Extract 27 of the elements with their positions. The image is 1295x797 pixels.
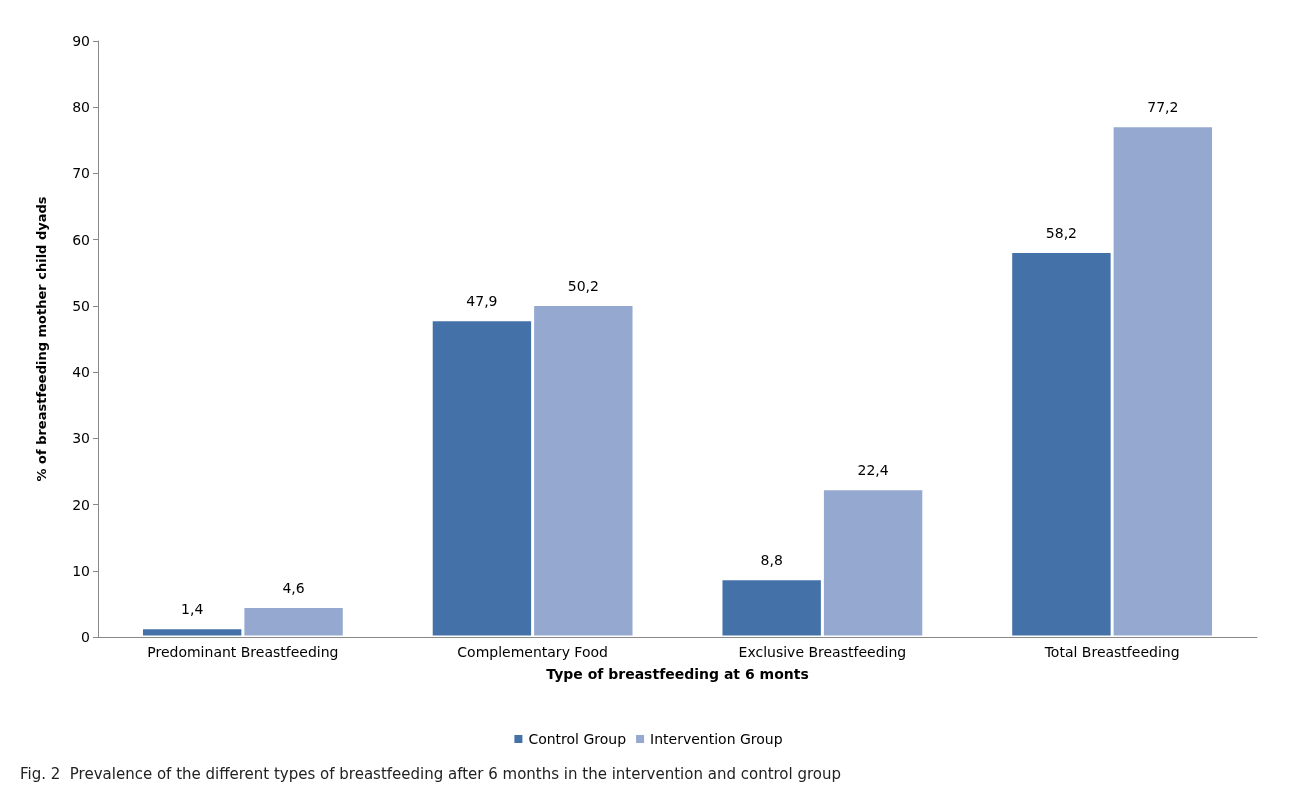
y-tick-label: 90 [72,33,90,49]
legend-label: Intervention Group [650,731,783,747]
data-label: 47,9 [466,292,498,309]
data-label: 8,8 [760,551,783,568]
y-tick-label: 60 [72,231,90,248]
y-tick-label: 10 [72,562,90,579]
y-tick-label: 80 [72,99,90,116]
y-tick-label: 0 [81,629,90,645]
data-label: 58,2 [1045,224,1077,241]
data-label: 1,4 [181,600,204,617]
y-tick-label: 70 [72,165,90,182]
x-tick-label: Complementary Food [457,644,608,660]
x-tick-label: Predominant Breastfeeding [147,644,339,660]
x-tick-label: Total Breastfeeding [1043,644,1180,660]
caption: Fig. 2 Prevalence of the different types of breastfeeding after 6 months in the intervention and control group [20,764,842,783]
data-label: 22,4 [857,461,889,478]
x-tick-label: Exclusive Breastfeeding [738,644,907,660]
legend-label: Control Group [528,731,627,747]
y-tick-label: 40 [72,364,90,381]
y-tick-label: 20 [72,496,90,513]
data-label: 50,2 [567,277,599,294]
y-tick-label: 50 [72,297,90,314]
x-axis-title: Type of breastfeeding at 6 monts [546,666,809,682]
y-axis-title: % of breastfeeding mother child dyads [34,196,49,482]
data-label: 4,6 [282,579,305,596]
data-label: 77,2 [1147,98,1179,115]
y-tick-label: 30 [72,430,90,447]
